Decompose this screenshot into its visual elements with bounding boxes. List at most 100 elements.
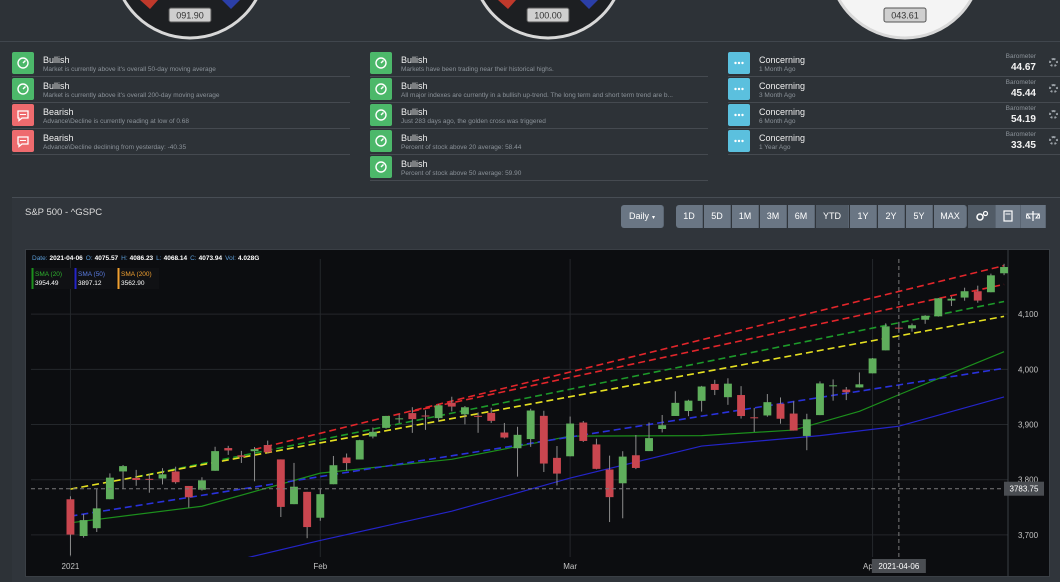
icon-shape [17, 57, 29, 69]
icon [734, 61, 744, 65]
info-label: O: [86, 255, 93, 262]
range-button[interactable]: 1D [676, 205, 703, 228]
signal-title: Concerning [759, 107, 806, 117]
signal-row: Bullish Market is currently above it's ov… [12, 52, 350, 77]
icon-shape [741, 139, 744, 143]
sma-line [247, 396, 1005, 557]
range-button[interactable]: 5Y [906, 205, 933, 228]
signal-title: Bullish [401, 107, 428, 117]
candle-body [631, 455, 640, 468]
icon [734, 87, 744, 91]
signal-text: Just 283 days ago, the golden cross was … [401, 118, 546, 125]
info-label: Vol: [225, 255, 236, 262]
trend-line [136, 300, 1005, 478]
range-button[interactable]: YTD [816, 205, 849, 228]
signal-title: Bullish [401, 81, 428, 91]
icon-shape [380, 164, 384, 168]
icon-shape [734, 113, 737, 117]
signal-text: Market is currently above it's overall 5… [43, 66, 216, 73]
candle-body [487, 412, 496, 421]
settings-button[interactable] [1049, 110, 1058, 119]
icon-shape [734, 61, 737, 65]
range-button[interactable]: 2Y [878, 205, 905, 228]
settings-button[interactable] [1049, 136, 1058, 145]
legend-value: 3897.12 [78, 280, 102, 287]
barometer-value: 44.67 [1010, 62, 1036, 73]
range-button[interactable]: 1M [732, 205, 759, 228]
barometer-label: Barometer [1005, 131, 1036, 138]
y-tick-label: 4,000 [1018, 365, 1039, 374]
candle-body [342, 457, 351, 464]
signal-row: Bearish Advance\Decline is currently read… [12, 104, 350, 129]
icon-shape [375, 109, 387, 121]
barometer-row: Concerning 1 Month Ago Barometer 44.67 [728, 52, 1060, 77]
range-button[interactable]: 3M [760, 205, 787, 228]
range-button[interactable]: 5D [704, 205, 731, 228]
candle-body [723, 383, 732, 398]
gauge-marker [140, 0, 158, 9]
legend-box [32, 268, 73, 289]
icon-shape [22, 86, 26, 90]
price-label: 3783.75 [1010, 485, 1039, 494]
candle-body [460, 407, 469, 415]
candle-body [934, 298, 943, 317]
signal-icon [370, 52, 392, 74]
range-button[interactable]: MAX [934, 205, 967, 228]
gauge-value: 043.61 [891, 11, 919, 21]
settings-button[interactable] [1049, 58, 1058, 67]
candle-body [119, 466, 127, 472]
barometer-row: Concerning 6 Month Ago Barometer 54.19 [728, 104, 1060, 129]
gauge-marker [222, 0, 240, 9]
icon-shape [741, 61, 744, 65]
settings-button[interactable] [1049, 84, 1058, 93]
interval-select[interactable]: Daily ▾ [621, 205, 664, 228]
candle-body [79, 520, 88, 537]
candle-body [434, 405, 443, 419]
candle-body [697, 386, 706, 401]
tool-button[interactable] [1021, 205, 1046, 228]
y-tick-label: 3,900 [1018, 421, 1039, 430]
candle-body [776, 403, 785, 419]
range-button[interactable]: 6M [788, 205, 815, 228]
tool-button[interactable] [968, 205, 996, 228]
icon [375, 109, 387, 121]
icon-shape [22, 60, 26, 64]
candle-body [645, 438, 653, 452]
legend-name: SMA (20) [35, 271, 62, 278]
candle-body [368, 431, 377, 437]
trend-line [254, 264, 1005, 451]
signal-icon [728, 104, 750, 126]
y-tick-label: 4,100 [1018, 310, 1039, 319]
icon [375, 161, 387, 173]
legend-item: SMA (200) 3562.90 [117, 268, 159, 289]
icon-shape [17, 83, 29, 95]
candle-body [395, 418, 404, 420]
icon [734, 113, 744, 117]
signal-row: Bullish All major indexes are currently i… [370, 78, 708, 103]
candle-body [355, 440, 364, 460]
legend-value: 3562.90 [121, 280, 145, 287]
gauge-marker [498, 0, 516, 9]
signal-icon [728, 52, 750, 74]
candle-body [618, 456, 627, 484]
icon-shape [1025, 212, 1041, 219]
candle-body [237, 455, 246, 457]
tool-button[interactable] [996, 205, 1021, 228]
icon-shape [1003, 210, 1013, 222]
gauge-marker [580, 0, 598, 9]
candle-body [986, 275, 995, 293]
candle-body [513, 434, 522, 449]
signal-text: Market is currently above it's overall 2… [43, 92, 220, 99]
signal-text: Percent of stock above 20 average: 58.44 [401, 144, 522, 151]
candle-body [184, 485, 193, 498]
interval-label: Daily [628, 211, 649, 221]
candle-body [66, 499, 75, 535]
candle-body [276, 459, 285, 507]
icon-shape [375, 161, 387, 173]
panel-title: S&P 500 - ^GSPC [25, 207, 103, 218]
icon-shape [375, 135, 387, 147]
range-button[interactable]: 1Y [850, 205, 877, 228]
candle-body [303, 491, 312, 528]
